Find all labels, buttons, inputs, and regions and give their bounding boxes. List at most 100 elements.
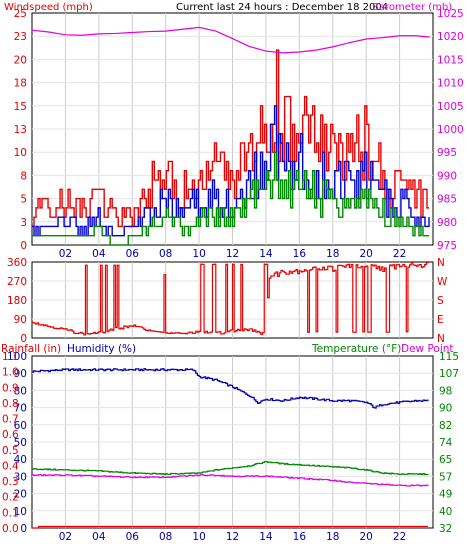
hour-tick-label: 02 (59, 248, 72, 260)
compass-tick: N (437, 257, 445, 269)
hour-tick-label: 20 (359, 248, 372, 260)
wind-y-tick: 25 (14, 8, 27, 20)
baro-y-tick: 980 (437, 217, 457, 229)
humidity-y-tick: 50 (14, 437, 27, 449)
wind-y-tick: 5 (20, 194, 27, 206)
wind-series-gust (32, 49, 429, 228)
humidity-line (32, 368, 429, 409)
humidity-y-tick: 30 (14, 471, 27, 483)
temperature-y-tick: 40 (439, 506, 452, 518)
hour-tick-label: 08 (159, 531, 172, 543)
humidity-y-tick: 40 (14, 454, 27, 466)
wind-series-wind-low (32, 151, 429, 246)
temperature-y-tick: 74 (439, 437, 453, 449)
direction-y-tick: 0 (20, 333, 27, 345)
baro-y-tick: 1005 (437, 101, 464, 113)
hour-tick-label: 16 (293, 248, 307, 260)
baro-y-tick: 1020 (437, 31, 464, 43)
temperature-y-tick: 65 (439, 454, 452, 466)
hour-tick-label: 22 (393, 531, 406, 543)
rainfall-y-tick: 0.8 (2, 398, 19, 410)
baro-y-tick: 975 (437, 240, 457, 252)
hour-tick-label: 18 (326, 248, 339, 260)
wind-y-tick: 20 (14, 54, 27, 66)
temperature-y-tick: 107 (439, 368, 459, 380)
baro-y-tick: 1025 (437, 8, 464, 20)
temperature-y-tick: 49 (439, 489, 452, 501)
dewpoint-axis-title: Dew Point (401, 343, 454, 355)
rainfall-y-tick: 0.7 (2, 414, 19, 426)
hour-tick-label: 12 (226, 531, 239, 543)
wind-y-tick: 10 (14, 147, 27, 159)
humidity-y-tick: 80 (14, 385, 27, 397)
wind-y-tick: 0 (20, 240, 27, 252)
hour-tick-label: 20 (359, 531, 372, 543)
rainfall-y-tick: 0.4 (2, 460, 19, 472)
humidity-y-tick: 100 (7, 351, 27, 363)
chart-main-title: Current last 24 hours : December 18 2004 (176, 2, 388, 13)
hour-tick-label: 02 (59, 531, 72, 543)
hour-tick-label: 12 (226, 248, 239, 260)
humidity-y-tick: 10 (14, 506, 27, 518)
baro-y-tick: 985 (437, 194, 457, 206)
wind-y-tick: 13 (14, 124, 27, 136)
hour-tick-label: 16 (293, 531, 307, 543)
dew-point-line (32, 474, 429, 487)
hour-tick-label: 18 (326, 531, 339, 543)
compass-tick: E (437, 314, 444, 326)
windspeed-axis-title: Windspeed (mph) (4, 2, 93, 13)
wind-y-tick: 8 (20, 170, 27, 182)
wind-y-tick: 23 (14, 31, 27, 43)
humidity-y-tick: 0 (20, 523, 27, 535)
hour-tick-label: 22 (393, 248, 406, 260)
rainfall-y-tick: 0.1 (2, 507, 19, 519)
temperature-axis-title: Temperature (°F) (311, 343, 401, 355)
baro-y-tick: 990 (437, 170, 457, 182)
compass-tick: W (437, 276, 448, 288)
rainfall-y-tick: 0.0 (2, 523, 19, 535)
temperature-y-tick: 57 (439, 471, 452, 483)
compass-tick: S (437, 295, 444, 307)
humidity-y-tick: 20 (14, 489, 27, 501)
rainfall-line (32, 525, 428, 529)
temperature-y-tick: 32 (439, 523, 452, 535)
temperature-y-tick: 98 (439, 385, 452, 397)
humidity-y-tick: 70 (14, 403, 27, 415)
wind-series-average (32, 105, 430, 237)
hour-tick-label: 08 (159, 248, 172, 260)
temperature-y-tick: 90 (439, 403, 452, 415)
rainfall-y-tick: 0.9 (2, 382, 19, 394)
hour-tick-label: 14 (259, 531, 273, 543)
hour-tick-label: 10 (192, 531, 205, 543)
humidity-y-tick: 60 (14, 420, 27, 432)
rainfall-y-tick: 1.0 (2, 367, 19, 379)
barometer-line (31, 26, 430, 54)
direction-y-tick: 180 (7, 295, 27, 307)
rainfall-axis-title: Rainfall (in) (1, 343, 61, 355)
temperature-y-tick: 82 (439, 420, 452, 432)
rainfall-y-tick: 1.1 (2, 351, 19, 363)
hour-tick-label: 10 (192, 248, 205, 260)
temperature-y-tick: 115 (439, 351, 459, 363)
direction-line (32, 261, 429, 336)
hour-tick-label: 06 (126, 248, 140, 260)
temperature-line (32, 461, 429, 476)
baro-y-tick: 1000 (437, 124, 464, 136)
hour-tick-label: 04 (92, 531, 106, 543)
hour-tick-label: 06 (126, 531, 140, 543)
wind-y-tick: 3 (20, 217, 27, 229)
baro-y-tick: 995 (437, 147, 457, 159)
baro-y-tick: 1015 (437, 54, 464, 66)
humidity-axis-title: Humidity (%) (67, 343, 136, 355)
direction-y-tick: 270 (7, 276, 27, 288)
wind-y-tick: 15 (14, 101, 27, 113)
rainfall-y-tick: 0.2 (2, 492, 19, 504)
hour-tick-label: 14 (259, 248, 273, 260)
rainfall-y-tick: 0.5 (2, 445, 19, 457)
direction-y-tick: 90 (14, 314, 27, 326)
humidity-y-tick: 90 (14, 368, 27, 380)
rainfall-y-tick: 0.6 (2, 429, 19, 441)
compass-tick: N (437, 333, 445, 345)
